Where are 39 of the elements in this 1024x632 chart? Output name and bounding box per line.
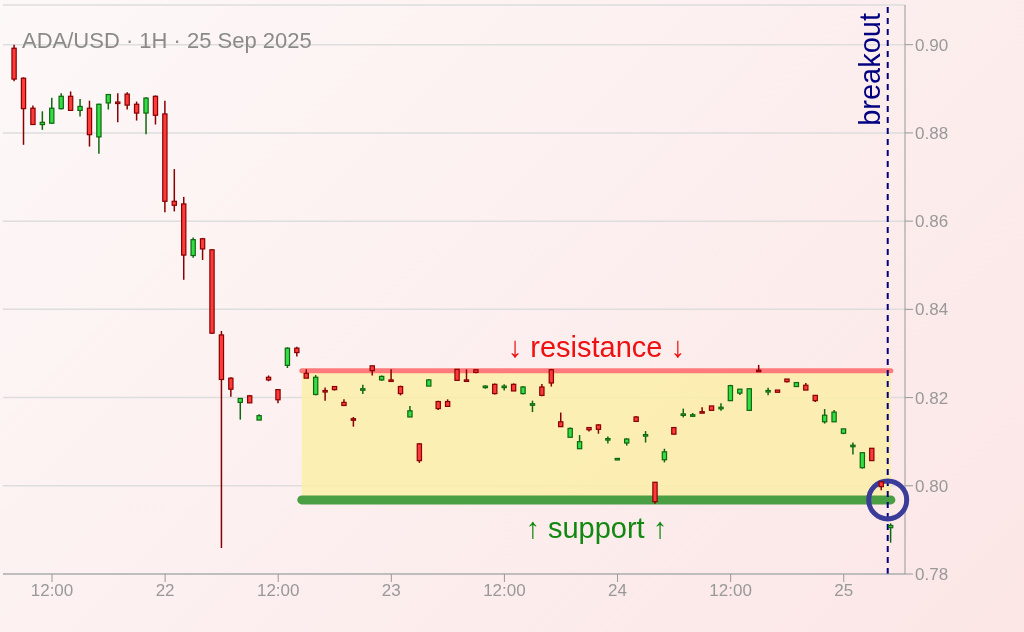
- candlestick: [322, 386, 328, 402]
- x-tick-label: 12:00: [709, 581, 752, 601]
- candlestick: [152, 94, 159, 126]
- candlestick: [133, 100, 140, 122]
- x-tick-label: 25: [834, 581, 854, 601]
- candlestick: [746, 387, 752, 412]
- series-label: ↓ resistance ↓: [507, 330, 685, 363]
- candlestick: [416, 442, 423, 464]
- candlestick: [718, 402, 724, 412]
- candlestick: [190, 236, 196, 259]
- candlestick: [850, 441, 856, 456]
- y-tick-label: 0.88: [915, 123, 949, 143]
- y-tick-label: 0.78: [915, 565, 949, 585]
- candlestick: [652, 481, 658, 505]
- y-tick-label: 0.84: [915, 300, 949, 320]
- candlestick: [30, 104, 36, 126]
- candlestick: [67, 90, 74, 112]
- candlestick: [115, 92, 121, 124]
- x-tick-label: 12:00: [256, 581, 300, 601]
- y-tick-label: 0.90: [915, 35, 949, 55]
- candlestick: [237, 397, 243, 421]
- x-tick-label: 12:00: [483, 581, 526, 601]
- candlestick: [284, 346, 291, 369]
- x-tick-label: 12:00: [30, 581, 74, 601]
- y-tick-label: 0.82: [915, 388, 949, 408]
- x-tick-label: 24: [608, 581, 627, 601]
- ref-line-label: breakout: [853, 13, 886, 126]
- y-tick-label: 0.80: [915, 476, 949, 496]
- series-label: ↑ support ↑: [525, 512, 668, 545]
- candlestick: [388, 368, 394, 383]
- candlestick: [171, 168, 178, 213]
- text: ADA/USD · 1H · 25 Sep 2025: [22, 28, 312, 54]
- x-tick-label: 23: [381, 581, 401, 601]
- y-tick-label: 0.86: [915, 212, 949, 232]
- x-tick-label: 22: [155, 581, 175, 601]
- candlestick: [143, 96, 149, 135]
- candlestick: [77, 98, 83, 118]
- candlestick: [228, 376, 234, 398]
- candlestick: [49, 96, 55, 125]
